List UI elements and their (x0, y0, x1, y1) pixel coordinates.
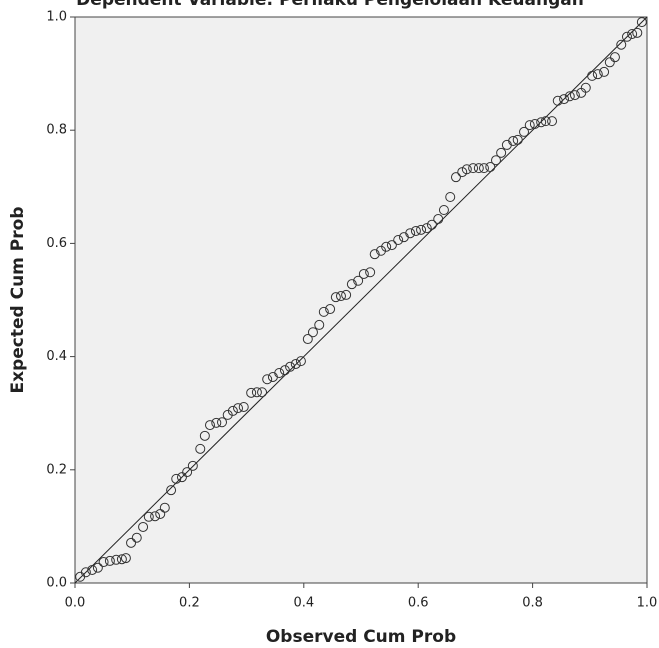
x-axis-label: Observed Cum Prob (266, 627, 456, 647)
x-tick-label: 1.0 (637, 596, 658, 611)
y-tick-label: 0.4 (46, 349, 67, 364)
x-tick-label: 0.8 (522, 596, 543, 611)
y-tick-label: 0.2 (46, 462, 67, 477)
y-tick-label: 0.0 (46, 576, 67, 591)
y-axis-label: Expected Cum Prob (8, 207, 28, 394)
y-tick-label: 1.0 (46, 10, 67, 25)
x-tick-label: 0.2 (179, 596, 200, 611)
y-tick-label: 0.6 (46, 236, 67, 251)
chart-title: Dependent Variable: Perilaku Pengelolaan… (76, 0, 584, 10)
x-tick-label: 0.0 (65, 596, 86, 611)
x-tick-label: 0.6 (408, 596, 429, 611)
y-tick-label: 0.8 (46, 123, 67, 138)
chart: Dependent Variable: Perilaku Pengelolaan… (0, 0, 659, 648)
x-tick-label: 0.4 (293, 596, 314, 611)
